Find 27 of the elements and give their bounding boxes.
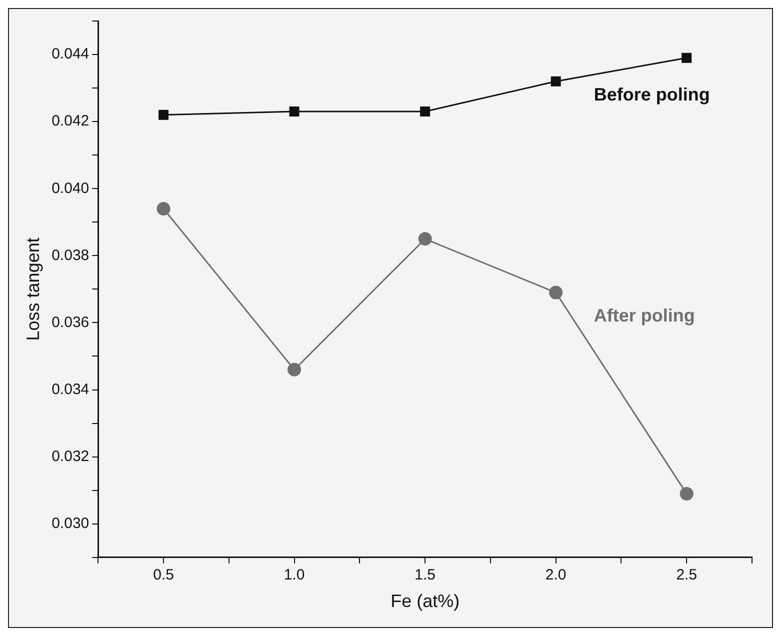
point <box>158 110 169 120</box>
x-tick-label: 0.5 <box>153 566 174 584</box>
y-tick-label: 0.042 <box>52 112 90 130</box>
x-tick-label: 1.0 <box>284 566 305 584</box>
y-tick-label: 0.034 <box>52 380 90 398</box>
point <box>420 106 430 117</box>
point <box>550 76 561 86</box>
point <box>549 286 563 300</box>
point <box>682 52 692 63</box>
y-tick-label: 0.038 <box>52 246 90 264</box>
point <box>156 202 170 216</box>
x-tick-label: 2.0 <box>545 566 566 584</box>
y-tick-label: 0.044 <box>52 46 90 63</box>
x-tick-label: 2.5 <box>676 566 698 584</box>
point <box>418 232 432 246</box>
point <box>289 106 300 117</box>
y-tick-label: 0.036 <box>52 314 90 331</box>
y-tick-label: 0.040 <box>52 180 90 197</box>
point <box>288 362 302 376</box>
y-axis-title: Loss tangent <box>22 238 43 341</box>
y-tick-label: 0.030 <box>52 515 90 532</box>
point <box>680 486 694 500</box>
x-axis-title: Fe (at%) <box>390 591 460 612</box>
series-label: Before poling <box>594 84 710 104</box>
series-label: After poling <box>594 306 695 326</box>
y-tick-label: 0.032 <box>52 448 90 465</box>
x-tick-label: 1.5 <box>414 566 436 584</box>
